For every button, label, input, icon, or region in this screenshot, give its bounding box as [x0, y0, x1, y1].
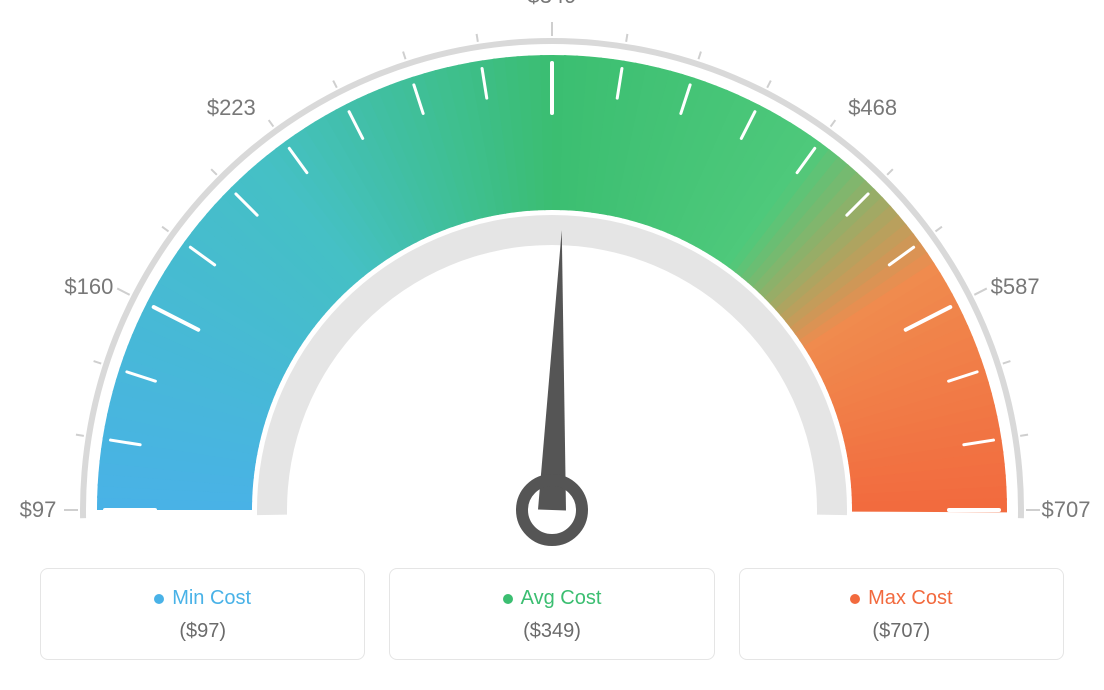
dot-icon — [850, 594, 860, 604]
legend-title-max: Max Cost — [850, 587, 952, 610]
gauge-tick-label: $349 — [528, 0, 577, 9]
gauge-tick-label: $707 — [1042, 497, 1091, 523]
legend-value: ($707) — [750, 620, 1053, 643]
gauge-tick-label: $223 — [207, 95, 256, 121]
legend-label: Max Cost — [868, 587, 952, 610]
legend-card-max: Max Cost ($707) — [739, 568, 1064, 660]
legend-label: Min Cost — [172, 587, 251, 610]
dot-icon — [154, 594, 164, 604]
gauge-tick-label: $97 — [20, 497, 57, 523]
legend-card-min: Min Cost ($97) — [40, 568, 365, 660]
dot-icon — [503, 594, 513, 604]
legend-title-avg: Avg Cost — [503, 587, 602, 610]
legend-value: ($349) — [400, 620, 703, 643]
gauge-svg — [0, 0, 1104, 560]
legend-label: Avg Cost — [521, 587, 602, 610]
cost-gauge-chart: $97 $160 $223 $349 $468 $587 $707 — [0, 0, 1104, 560]
gauge-tick-label: $587 — [991, 274, 1040, 300]
legend-card-avg: Avg Cost ($349) — [389, 568, 714, 660]
gauge-tick-label: $468 — [848, 95, 897, 121]
legend-title-min: Min Cost — [154, 587, 251, 610]
legend-row: Min Cost ($97) Avg Cost ($349) Max Cost … — [40, 568, 1064, 660]
legend-value: ($97) — [51, 620, 354, 643]
gauge-tick-label: $160 — [64, 274, 113, 300]
